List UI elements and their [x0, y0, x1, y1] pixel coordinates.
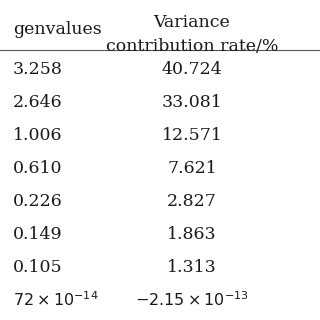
Text: 0.149: 0.149: [13, 226, 62, 243]
Text: 1.006: 1.006: [13, 127, 62, 144]
Text: 1.863: 1.863: [167, 226, 217, 243]
Text: 40.724: 40.724: [162, 61, 222, 78]
Text: 0.226: 0.226: [13, 193, 62, 210]
Text: 1.313: 1.313: [167, 259, 217, 276]
Text: 0.105: 0.105: [13, 259, 62, 276]
Text: 0.610: 0.610: [13, 160, 62, 177]
Text: $-2.15\times10^{-13}$: $-2.15\times10^{-13}$: [135, 291, 249, 309]
Text: 2.646: 2.646: [13, 94, 62, 111]
Text: 12.571: 12.571: [162, 127, 222, 144]
Text: contribution rate/%: contribution rate/%: [106, 38, 278, 55]
Text: Variance: Variance: [154, 14, 230, 31]
Text: 3.258: 3.258: [13, 61, 63, 78]
Text: genvalues: genvalues: [13, 21, 101, 38]
Text: 2.827: 2.827: [167, 193, 217, 210]
Text: 33.081: 33.081: [162, 94, 222, 111]
Text: 7.621: 7.621: [167, 160, 217, 177]
Text: $72\times10^{-14}$: $72\times10^{-14}$: [13, 291, 98, 309]
